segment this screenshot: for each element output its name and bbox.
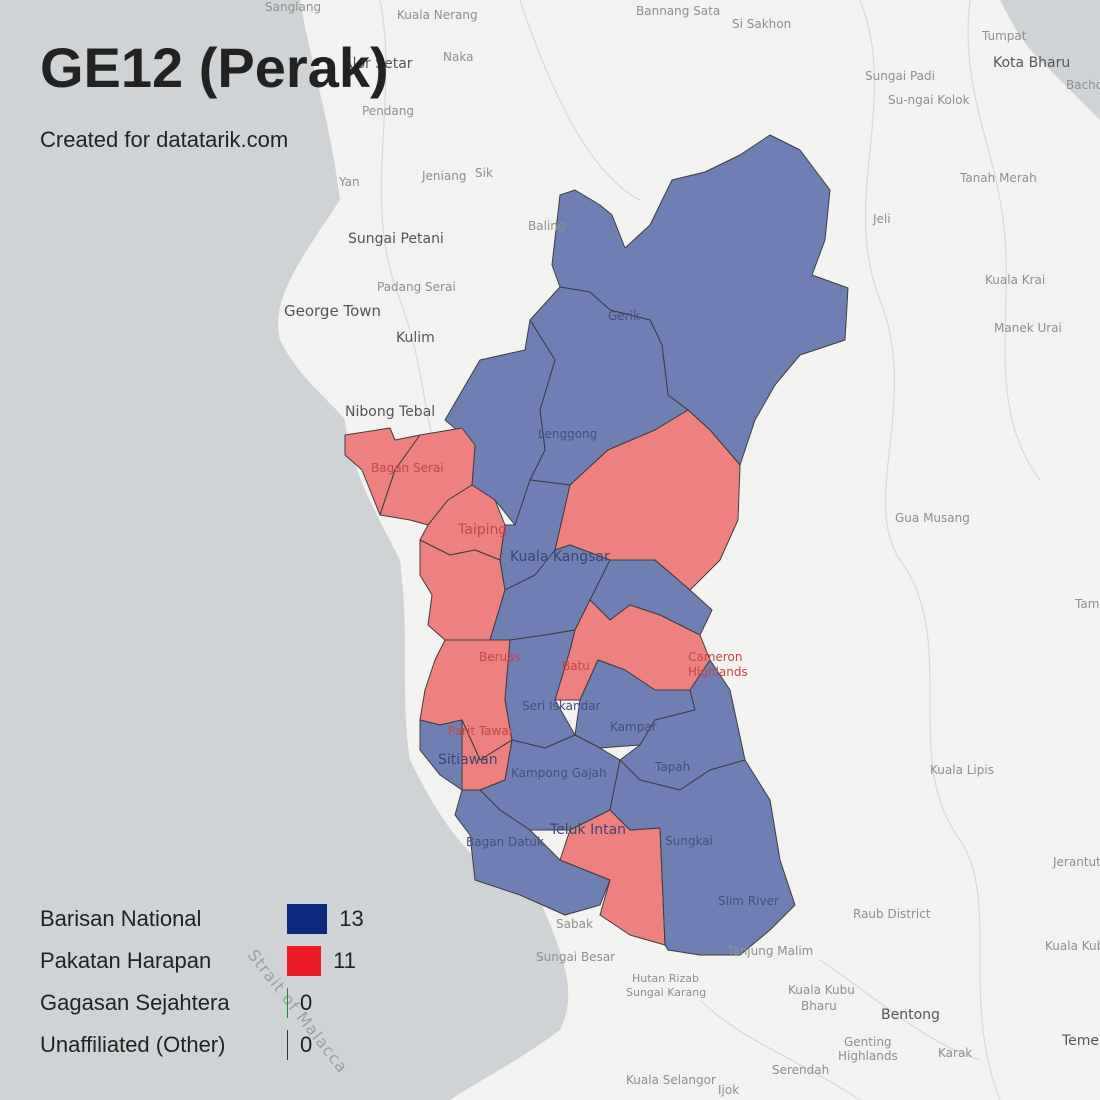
label-sik: Sik <box>475 166 493 180</box>
label-si-sakhon: Si Sakhon <box>732 17 791 31</box>
legend-bar <box>287 904 328 934</box>
page-subtitle: Created for datatarik.com <box>40 127 289 152</box>
label-sabak: Sabak <box>556 917 593 931</box>
legend-count: 11 <box>333 948 356 973</box>
label-bagan-serai: Bagan Serai <box>371 461 444 475</box>
label-jeniang: Jeniang <box>421 169 466 183</box>
label-gua-musang: Gua Musang <box>895 511 970 525</box>
label-bharu: Bharu <box>801 999 837 1013</box>
sea-east <box>1000 0 1100 120</box>
background-roads <box>379 0 1041 1100</box>
label-bannang-sata: Bannang Sata <box>636 4 720 18</box>
label-kuala-kubu: Kuala Kubu <box>788 983 855 997</box>
label-kuala-nerang: Kuala Nerang <box>397 8 478 22</box>
label-gerik: Gerik <box>608 309 640 323</box>
label-naka: Naka <box>443 50 473 64</box>
legend-label: Pakatan Harapan <box>40 948 212 973</box>
label-beruas: Beruas <box>479 650 521 664</box>
constituency-parit-seri-iskandar[interactable] <box>504 629 576 749</box>
label-pendang: Pendang <box>362 104 414 118</box>
label-kampar: Kampar <box>610 720 657 734</box>
legend-count: 13 <box>339 906 364 931</box>
label-kuala-krai: Kuala Krai <box>985 273 1045 287</box>
legend-count: 0 <box>300 990 313 1015</box>
label-sungai-besar: Sungai Besar <box>536 950 615 964</box>
label-bachok: Bacho <box>1066 78 1100 92</box>
label-kulim: Kulim <box>396 330 435 346</box>
constituency-bagan-datuk[interactable] <box>454 789 611 916</box>
label-teluk-intan: Teluk Intan <box>549 822 626 838</box>
constituencies <box>344 134 849 956</box>
label-pasir-tawar: Parit Tawar <box>448 724 514 738</box>
label-kuala-lipis: Kuala Lipis <box>930 763 994 777</box>
legend-label: Gagasan Sejahtera <box>40 990 230 1015</box>
penang-island <box>282 312 322 362</box>
label-kuala-kangsar: Kuala Kangsar <box>510 549 610 565</box>
legend-bar <box>287 1030 288 1060</box>
label-jeli: Jeli <box>872 212 891 226</box>
legend-label: Barisan National <box>40 906 202 931</box>
label-batu: Batu <box>562 659 590 673</box>
label-tama: Tama <box>1074 597 1100 611</box>
sea-west <box>0 0 569 1100</box>
label-sanglang: Sanglang <box>265 0 321 14</box>
legend-bar <box>287 946 322 976</box>
label-sitiawan: Sitiawan <box>438 752 498 768</box>
label-sungai-padi: Sungai Padi <box>865 69 935 83</box>
label-alor-setar: Alor Setar <box>343 56 413 72</box>
label-kota-bharu: Kota Bharu <box>993 55 1070 71</box>
label-tapah: Tapah <box>654 760 690 774</box>
label-nibong-tebal: Nibong Tebal <box>345 404 435 420</box>
label-teme: Teme <box>1061 1033 1099 1049</box>
label-tanjung-malim: Tanjung Malim <box>726 944 813 958</box>
constituency-tanjung-malim[interactable] <box>609 759 796 956</box>
label-seri-iskandar: Seri Iskandar <box>522 699 601 713</box>
label-bagan-datuk: Bagan Datuk <box>466 835 544 849</box>
label-jerantut: Jerantut <box>1052 855 1100 869</box>
label-cameron: Cameron <box>688 650 742 664</box>
label-sungkai: Sungkai <box>665 834 713 848</box>
label-padang-serai: Padang Serai <box>377 280 456 294</box>
label-hutan-rizab: Hutan Rizab <box>632 972 699 985</box>
label-genting: Genting <box>844 1035 892 1049</box>
legend-bar <box>287 988 288 1018</box>
label-manek-urai: Manek Urai <box>994 321 1062 335</box>
label-su-ngai-kolok: Su-ngai Kolok <box>888 93 970 107</box>
label-serendah: Serendah <box>772 1063 829 1077</box>
label-tumpat: Tumpat <box>981 29 1027 43</box>
label-sungai-karang: Sungai Karang <box>626 986 706 999</box>
legend-label: Unaffiliated (Other) <box>40 1032 226 1057</box>
label-ijok: Ijok <box>718 1083 739 1097</box>
label-george-town: George Town <box>284 302 381 320</box>
label-slim-river: Slim River <box>718 894 779 908</box>
label-bentong: Bentong <box>881 1007 940 1023</box>
label-baling: Baling <box>528 219 565 233</box>
label-kampong-gajah: Kampong Gajah <box>511 766 607 780</box>
label-kuala-selangor: Kuala Selangor <box>626 1073 716 1087</box>
label-kuala-kubu-east: Kuala Kubu <box>1045 939 1100 953</box>
label-karak: Karak <box>938 1046 972 1060</box>
label-lenggong: Lenggong <box>538 427 597 441</box>
label-yan: Yan <box>338 175 360 189</box>
label-tanah-merah: Tanah Merah <box>959 171 1037 185</box>
label-sungai-petani: Sungai Petani <box>348 231 444 247</box>
label-highlands: Highlands <box>688 665 748 679</box>
label-taiping: Taiping <box>457 522 507 538</box>
legend-count: 0 <box>300 1032 313 1057</box>
page-title: GE12 (Perak) <box>40 36 389 99</box>
label-genting-highlands: Highlands <box>838 1049 898 1063</box>
label-raub-district: Raub District <box>853 907 931 921</box>
